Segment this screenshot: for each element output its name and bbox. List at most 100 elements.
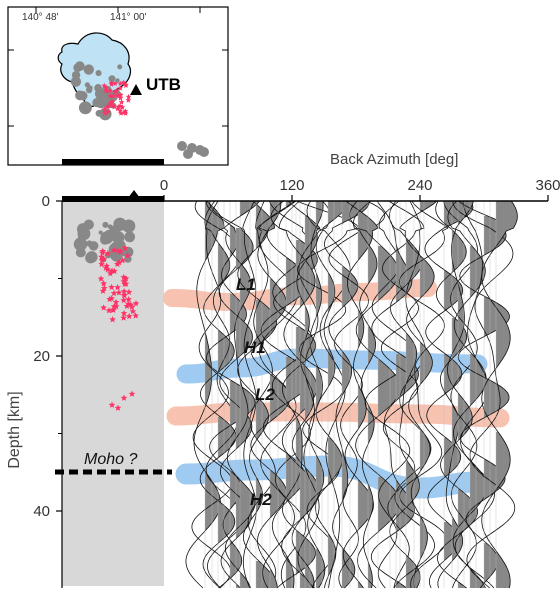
column-quake-star: [120, 296, 127, 304]
inset-quake-gray: [83, 64, 94, 75]
trace-fill: [420, 201, 437, 561]
column-quake-star: [104, 266, 111, 273]
inset-quake-star: [105, 108, 111, 115]
trace-line: [242, 200, 257, 589]
depth-section: 0 120 240 360 0 20 40 Back Azimuth [deg] Dept…: [6, 151, 560, 589]
inset-quake-star: [103, 88, 110, 94]
x-tick-label: 360: [535, 177, 560, 194]
trace-line: [199, 200, 237, 589]
column-quake-star: [105, 307, 113, 314]
trace-line: [435, 200, 468, 589]
column-quake-gray: [83, 219, 94, 230]
y-tick-label: 0: [42, 193, 50, 210]
inset-quake-gray: [108, 75, 116, 83]
inset-quake-gray: [71, 70, 81, 80]
layer-label-l1: L1: [236, 275, 256, 294]
column-top-bar: [62, 196, 164, 202]
column-quake-star: [108, 267, 116, 274]
trace-line: [481, 200, 518, 589]
x-axis-ticks: 0 120 240 360: [160, 177, 560, 201]
column-quake-star: [120, 287, 128, 295]
trace-fill: [484, 216, 513, 585]
column-quake-star: [129, 308, 137, 315]
column-earthquakes: [73, 217, 140, 411]
column-quake-star: [115, 289, 123, 296]
column-quake-star: [114, 260, 121, 267]
inset-quake-star: [101, 82, 108, 89]
column-quake-gray: [85, 252, 97, 264]
column-quake-star: [123, 302, 131, 309]
inset-quake-star: [107, 93, 114, 99]
inset-quake-gray: [95, 70, 102, 77]
column-quake-star: [110, 289, 118, 297]
inset-quake-gray: [75, 90, 85, 101]
trace-line: [270, 200, 318, 589]
inset-lon-label-2: 141° 00': [110, 12, 147, 23]
y-axis-title: Depth [km]: [6, 391, 23, 468]
inset-quake-star: [102, 110, 108, 116]
moho-label: Moho ?: [84, 451, 137, 468]
band-l2: [166, 402, 510, 428]
inset-quake-star: [118, 99, 125, 105]
column-quake-star: [98, 253, 105, 260]
inset-quake-star: [114, 105, 121, 112]
trace-fill: [444, 201, 473, 561]
column-quake-star: [110, 303, 118, 310]
trace-fill: [470, 246, 487, 588]
column-quake-star: [100, 304, 107, 311]
layer-label-l2: L2: [255, 385, 275, 404]
inset-quake-star: [113, 87, 120, 94]
column-quake-star: [108, 283, 115, 291]
column-quake-star: [121, 244, 129, 251]
trace-fill: [378, 246, 401, 534]
trace-line: [296, 200, 360, 589]
inset-quake-gray: [97, 89, 106, 98]
inset-scale-bar: [62, 159, 164, 165]
inset-quake-star: [120, 79, 127, 85]
inset-quake-star: [111, 103, 118, 110]
seismicity-column: [62, 201, 164, 586]
x-tick-label: 120: [279, 177, 304, 194]
trace-fill: [218, 243, 236, 588]
inset-lon-label-1: 140° 48': [22, 12, 59, 23]
column-quake-star: [115, 258, 123, 266]
trace-line: [185, 200, 225, 589]
column-quake-star: [97, 275, 105, 282]
trace-line: [205, 200, 256, 589]
inset-quake-star: [119, 104, 126, 110]
inset-quake-gray: [183, 149, 193, 159]
column-quake-star: [114, 283, 121, 291]
inset-quake-star: [122, 108, 129, 114]
column-quake-star: [120, 314, 127, 321]
column-quake-star: [128, 303, 136, 310]
column-quake-star: [122, 280, 130, 287]
inset-quake-gray: [177, 141, 187, 151]
inset-map-ticks: [8, 7, 228, 127]
column-quake-gray: [111, 253, 118, 259]
column-quake-gray: [98, 230, 103, 235]
column-quake-star: [120, 394, 128, 401]
column-quake-star: [100, 280, 107, 287]
column-quake-star: [108, 401, 116, 408]
column-quake-gray: [84, 233, 89, 238]
inset-quake-gray: [102, 96, 107, 102]
trace-fill: [368, 201, 377, 588]
column-quake-star: [98, 256, 106, 264]
inset-quake-gray: [78, 101, 92, 115]
inset-quake-star: [117, 95, 124, 101]
column-quake-star: [121, 291, 128, 299]
trace-fill: [496, 201, 518, 588]
trace-line: [457, 200, 513, 589]
column-quake-star: [132, 300, 140, 307]
column-station-triangle: [128, 190, 140, 198]
trace-fill: [358, 210, 379, 588]
layer-label-h2: H2: [250, 490, 272, 509]
trace-line: [268, 200, 313, 589]
inset-quake-star: [101, 106, 108, 112]
column-quake-star: [125, 296, 132, 303]
y-tick-label: 20: [33, 348, 50, 365]
y-tick-label: 40: [33, 503, 50, 520]
inset-quake-gray: [93, 100, 100, 107]
trace-line: [380, 200, 425, 589]
